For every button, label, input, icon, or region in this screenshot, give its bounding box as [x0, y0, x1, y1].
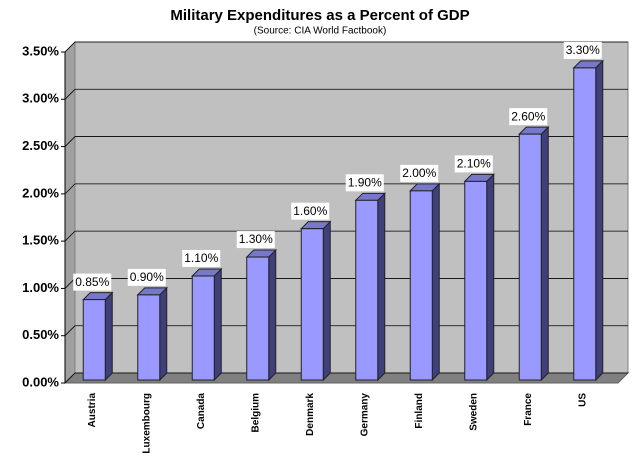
- y-tick-label: 1.50%: [22, 233, 59, 248]
- bar-side: [486, 173, 495, 382]
- bar: [82, 299, 106, 381]
- bar: [137, 294, 161, 381]
- value-label-box: [345, 174, 384, 192]
- value-label-group: 1.90%: [345, 174, 384, 192]
- bar: [246, 256, 270, 381]
- y-tick-label: 3.50%: [22, 43, 59, 58]
- x-tick-label: US: [577, 393, 588, 407]
- value-label-box: [182, 249, 221, 267]
- bar: [300, 228, 324, 381]
- value-label-box: [454, 155, 493, 173]
- value-label: 2.00%: [402, 166, 436, 180]
- bar: [518, 133, 542, 381]
- y-tick-label: 0.00%: [22, 374, 59, 389]
- bar-side: [322, 220, 331, 382]
- y-tick-label: 1.00%: [22, 280, 59, 295]
- x-tick-label: France: [523, 393, 534, 426]
- value-label: 1.90%: [348, 175, 382, 189]
- bar: [191, 275, 215, 381]
- value-label-group: 1.10%: [182, 249, 221, 267]
- x-tick-label: Austria: [87, 393, 98, 428]
- value-label-group: 0.90%: [127, 268, 166, 286]
- bar-side: [431, 182, 440, 382]
- value-label-group: 2.60%: [509, 108, 548, 126]
- x-tick-label: Canada: [196, 393, 207, 430]
- x-tick-label: Sweden: [468, 393, 479, 431]
- value-label-box: [291, 202, 330, 220]
- grid-line-side: [64, 325, 76, 336]
- value-label: 1.60%: [293, 204, 327, 218]
- side-wall: [64, 40, 76, 385]
- x-tick-label: Finland: [414, 393, 425, 429]
- bar: [355, 199, 379, 381]
- value-label: 1.30%: [239, 232, 273, 246]
- grid-line-side: [64, 136, 76, 147]
- bar: [409, 190, 433, 381]
- chart-subtitle: (Source: CIA World Factbook): [254, 26, 387, 37]
- bar: [464, 180, 488, 381]
- value-label-group: 2.00%: [400, 164, 439, 182]
- value-label: 0.85%: [75, 275, 109, 289]
- bar-side: [159, 286, 168, 382]
- bar-side: [268, 248, 277, 382]
- bar-side: [213, 267, 222, 382]
- bar-side: [540, 125, 549, 382]
- grid-line-side: [64, 372, 76, 384]
- x-tick-label: Belgium: [250, 393, 261, 433]
- y-tick-label: 3.00%: [22, 91, 59, 106]
- x-tick-label: Denmark: [305, 393, 316, 436]
- bar-side: [595, 59, 604, 382]
- x-tick-label: Luxembourg: [141, 393, 152, 454]
- value-label: 2.60%: [511, 109, 545, 123]
- value-label-group: 0.85%: [73, 273, 112, 291]
- value-label: 2.10%: [457, 157, 491, 171]
- grid-line-side: [64, 183, 76, 195]
- bar-side: [377, 192, 386, 382]
- value-label: 0.90%: [130, 270, 164, 284]
- value-label-box: [73, 273, 112, 291]
- y-tick-label: 2.50%: [22, 138, 59, 153]
- value-label-group: 1.60%: [291, 202, 330, 220]
- value-label-box: [509, 108, 548, 126]
- value-label-box: [127, 268, 166, 286]
- y-tick-label: 0.50%: [22, 327, 59, 342]
- grid-line-side: [64, 41, 76, 53]
- value-label-box: [400, 164, 439, 182]
- value-label: 3.30%: [566, 43, 600, 57]
- value-label-box: [236, 231, 275, 249]
- x-tick-label: Germany: [359, 393, 370, 437]
- bar: [573, 67, 597, 381]
- y-tick-label: 2.00%: [22, 185, 59, 200]
- grid-line-side: [64, 89, 76, 100]
- value-label: 1.10%: [184, 251, 218, 265]
- chart-title: Military Expenditures as a Percent of GD…: [170, 7, 469, 24]
- bar-side: [104, 291, 113, 382]
- value-label-group: 3.30%: [563, 41, 602, 59]
- value-label-group: 2.10%: [454, 155, 493, 173]
- grid-line-side: [64, 230, 76, 242]
- value-label-group: 1.30%: [236, 231, 275, 249]
- value-label-box: [563, 41, 602, 59]
